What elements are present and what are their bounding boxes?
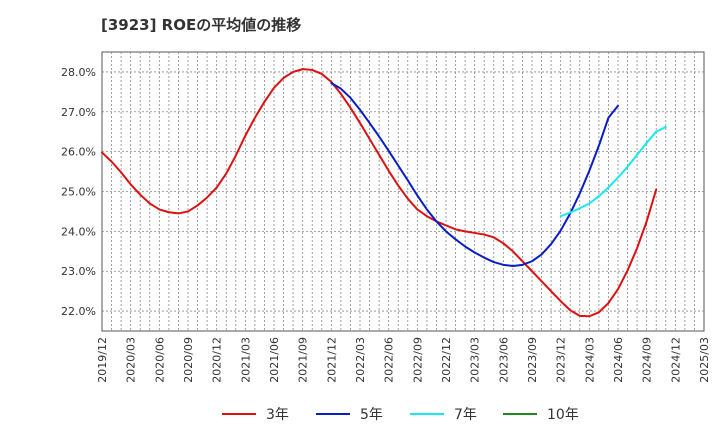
y-tick-label: 27.0% — [61, 106, 96, 119]
x-tick-label: 2022/06 — [383, 337, 396, 383]
y-tick-label: 25.0% — [61, 186, 96, 199]
chart-title: [3923] ROEの平均値の推移 — [101, 16, 302, 34]
legend-label-5y: 5年 — [360, 407, 383, 423]
y-tick-labels: 22.0% 23.0% 24.0% 25.0% 26.0% 27.0% 28.0% — [61, 66, 96, 318]
x-tick-label: 2023/03 — [469, 337, 482, 383]
y-tick-label: 26.0% — [61, 146, 96, 159]
series-line-1 — [101, 68, 658, 318]
series-line-3 — [559, 125, 667, 218]
legend-swatch-7y — [410, 413, 444, 415]
legend: 3年 5年 7年 10年 — [0, 402, 720, 426]
legend-item-10y: 10年 — [503, 402, 579, 426]
x-tick-label: 2020/12 — [211, 337, 224, 383]
x-tick-label: 2021/03 — [239, 337, 252, 383]
legend-swatch-5y — [316, 413, 350, 415]
x-tick-label: 2024/03 — [583, 337, 596, 383]
x-tick-label: 2020/09 — [182, 337, 195, 383]
legend-item-7y: 7年 — [410, 402, 477, 426]
x-tick-labels: 2019/12 2020/03 2020/06 2020/09 2020/12 2021/… — [96, 337, 711, 383]
x-tick-label: 2022/12 — [440, 337, 453, 383]
x-tick-label: 2023/06 — [497, 337, 510, 383]
x-tick-label: 2022/09 — [411, 337, 424, 383]
legend-label-7y: 7年 — [454, 407, 477, 423]
grid-lines — [102, 52, 704, 331]
x-tick-label: 2024/12 — [669, 337, 682, 383]
legend-label-3y: 3年 — [266, 407, 289, 423]
series-lines — [101, 68, 667, 318]
x-tick-label: 2023/12 — [555, 337, 568, 383]
y-tick-label: 22.0% — [61, 305, 96, 318]
x-tick-label: 2020/06 — [153, 337, 166, 383]
x-tick-label: 2023/09 — [526, 337, 539, 383]
y-tick-label: 28.0% — [61, 66, 96, 79]
x-tick-label: 2025/03 — [698, 337, 711, 383]
legend-item-3y: 3年 — [222, 402, 289, 426]
x-tick-label: 2021/12 — [325, 337, 338, 383]
x-tick-label: 2019/12 — [96, 337, 109, 383]
legend-label-10y: 10年 — [547, 407, 579, 423]
legend-swatch-10y — [503, 413, 537, 415]
x-tick-label: 2021/06 — [268, 337, 281, 383]
x-tick-label: 2021/09 — [297, 337, 310, 383]
y-tick-label: 24.0% — [61, 225, 96, 238]
x-tick-label: 2024/06 — [612, 337, 625, 383]
y-tick-label: 23.0% — [61, 265, 96, 278]
legend-swatch-3y — [222, 413, 256, 415]
legend-item-5y: 5年 — [316, 402, 383, 426]
x-tick-label: 2024/09 — [641, 337, 654, 383]
x-tick-label: 2022/03 — [354, 337, 367, 383]
x-tick-label: 2020/03 — [125, 337, 138, 383]
